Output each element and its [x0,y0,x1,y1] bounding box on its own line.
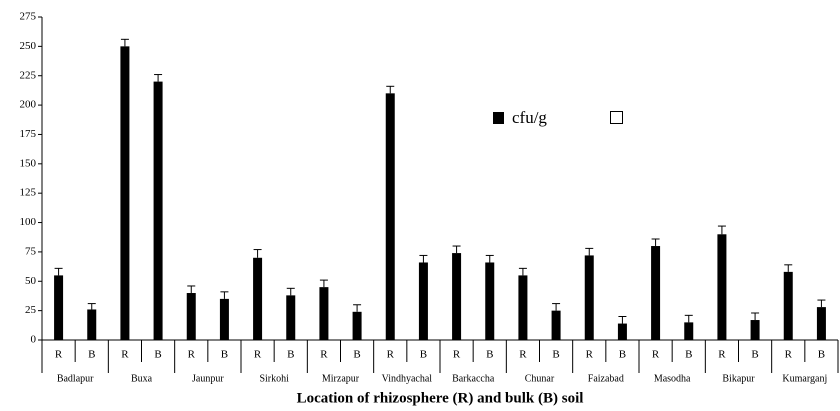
x-tick-label: R [320,349,328,361]
group-label: Jaunpur [192,373,224,384]
x-tick-label: R [785,349,793,361]
bar [219,298,229,340]
bar [651,246,661,340]
x-tick-label: B [818,349,825,361]
bar [418,262,428,340]
x-tick-label: R [453,349,461,361]
x-tick-label: B [353,349,360,361]
group-label: Kumarganj [782,373,827,384]
bar [385,93,395,340]
x-tick-label: B [420,349,427,361]
x-tick-label: R [718,349,726,361]
bar [54,275,64,340]
bar [717,234,727,340]
y-tick-label: 175 [20,128,37,140]
bar [186,293,196,340]
x-tick-label: B [221,349,228,361]
legend-label: cfu/g [512,108,547,127]
bar [617,323,627,340]
y-tick-label: 125 [20,187,37,199]
legend-empty-box [610,111,623,124]
bar [352,311,362,340]
y-tick-label: 225 [20,69,37,81]
x-tick-label: B [685,349,692,361]
bar [485,262,495,340]
y-tick-label: 75 [25,245,37,257]
y-tick-label: 250 [20,40,37,52]
bar [87,309,97,340]
x-tick-label: R [55,349,63,361]
bar [286,295,296,340]
x-tick-label: R [652,349,660,361]
group-label: Buxa [131,373,153,384]
group-label: Masodha [654,373,691,384]
x-tick-label: R [254,349,262,361]
bar [452,253,462,340]
legend-swatch [493,112,504,124]
x-tick-label: R [586,349,594,361]
x-tick-label: R [387,349,395,361]
x-tick-label: B [486,349,493,361]
y-tick-label: 275 [20,11,37,23]
group-label: Barkaccha [452,373,495,384]
y-tick-label: 0 [31,334,37,346]
group-label: Sirkohi [259,373,289,384]
group-label: Badlapur [57,373,94,384]
y-tick-label: 200 [20,99,37,111]
y-tick-label: 150 [20,157,37,169]
bar [750,320,760,340]
x-tick-label: B [287,349,294,361]
bar [816,307,826,340]
bar [153,81,163,340]
bar [584,255,594,340]
group-label: Vindhyachal [382,373,433,384]
x-tick-label: B [154,349,161,361]
bar [518,275,528,340]
x-tick-label: B [88,349,95,361]
bar [783,271,793,340]
bar [253,257,263,340]
x-tick-label: R [188,349,196,361]
x-tick-label: B [619,349,626,361]
bar [120,46,130,340]
group-label: Mirzapur [322,373,360,384]
x-tick-label: R [121,349,129,361]
bar [551,310,561,340]
group-label: Chunar [525,373,555,384]
group-label: Faizabad [588,373,624,384]
x-tick-label: R [519,349,527,361]
y-tick-label: 100 [20,216,37,228]
y-tick-label: 25 [25,304,37,316]
x-tick-label: B [751,349,758,361]
bar [684,322,694,340]
group-label: Bikapur [722,373,755,384]
bar [319,287,329,340]
x-tick-label: B [552,349,559,361]
x-axis-title: Location of rhizosphere (R) and bulk (B)… [297,390,584,406]
y-tick-label: 50 [25,275,37,287]
